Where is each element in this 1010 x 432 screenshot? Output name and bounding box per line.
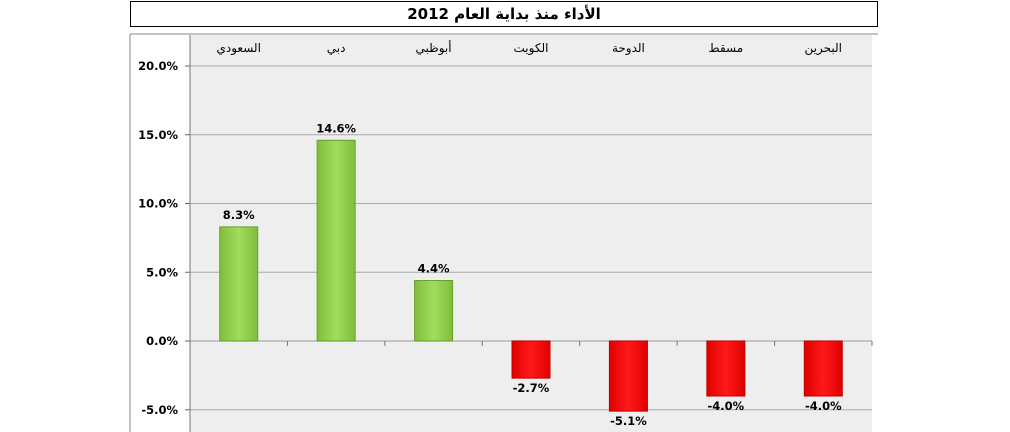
category-label: أبوظبي: [416, 40, 452, 56]
category-label: الكويت: [514, 41, 549, 56]
value-label: -2.7%: [513, 381, 550, 395]
bar: [414, 280, 454, 342]
y-tick-label: 15.0%: [138, 128, 178, 142]
chart-title: الأداء منذ بداية العام 2012: [407, 5, 601, 23]
category-label: دبي: [327, 41, 346, 55]
value-label: -4.0%: [708, 399, 745, 413]
bar: [706, 340, 746, 397]
category-label: مسقط: [709, 41, 744, 55]
category-label: البحرين: [805, 41, 842, 56]
category-label: السعودي: [217, 41, 261, 56]
bar: [511, 340, 551, 379]
value-label: 14.6%: [316, 121, 356, 135]
y-tick-label: 10.0%: [138, 197, 178, 211]
value-label: -5.1%: [610, 414, 647, 428]
value-label: 8.3%: [223, 208, 255, 222]
y-tick-label: -5.0%: [141, 403, 178, 417]
value-label: -4.0%: [805, 399, 842, 413]
bar: [219, 226, 259, 342]
y-tick-label: 20.0%: [138, 59, 178, 73]
category-label: الدوحة: [612, 41, 645, 56]
y-tick-label: 5.0%: [146, 265, 178, 279]
bar: [608, 340, 648, 412]
bar: [316, 139, 356, 342]
bar: [803, 340, 843, 397]
value-label: 4.4%: [418, 262, 450, 276]
y-tick-label: 0.0%: [146, 334, 178, 348]
chart-title-box: الأداء منذ بداية العام 2012: [130, 1, 878, 27]
